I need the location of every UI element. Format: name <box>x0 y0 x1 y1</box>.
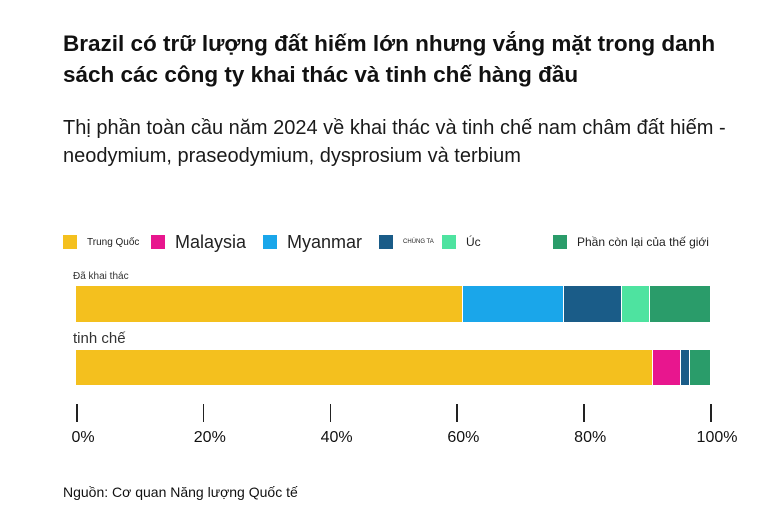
legend-item: Trung Quốc <box>63 233 139 251</box>
x-tick-mark <box>583 404 585 422</box>
legend-swatch <box>151 235 165 249</box>
row-label: tinh chế <box>73 330 126 347</box>
x-tick-mark <box>202 404 205 422</box>
chart-title: Brazil có trữ lượng đất hiếm lớn nhưng v… <box>63 31 716 87</box>
legend-item: Phần còn lại của thế giới <box>553 233 709 251</box>
x-tick-label: 60% <box>447 429 480 446</box>
bar-segment <box>564 286 623 322</box>
bar-segment <box>76 286 463 322</box>
legend-swatch <box>63 235 77 249</box>
bar-segment <box>649 286 710 322</box>
legend-label: Trung Quốc <box>87 236 140 248</box>
legend-item: Úc <box>442 233 481 251</box>
legend-label: CHÚNG TA <box>403 239 434 245</box>
x-tick-label: 80% <box>574 429 607 446</box>
bar-segment <box>462 286 565 322</box>
legend-label: Malaysia <box>175 231 247 252</box>
x-tick-mark <box>456 404 458 422</box>
legend-swatch <box>553 235 567 249</box>
legend-item: Malaysia <box>151 231 247 252</box>
x-tick-mark <box>76 404 78 422</box>
x-tick-label: 0% <box>71 429 95 446</box>
legend-swatch <box>263 235 277 249</box>
legend-item: CHÚNG TA <box>379 233 434 251</box>
bar-row <box>76 350 710 385</box>
row-label: Đã khai thác <box>73 271 129 282</box>
x-tick-mark <box>329 404 332 422</box>
source-note: Nguồn: Cơ quan Năng lượng Quốc tế <box>63 484 298 500</box>
legend-label: Myanmar <box>287 231 363 252</box>
bar-segment <box>622 286 650 322</box>
legend-label: Úc <box>466 235 481 249</box>
x-tick-label: 20% <box>193 429 226 446</box>
bar-segment <box>689 350 710 385</box>
bar-segment <box>652 350 682 385</box>
x-tick-label: 100% <box>696 429 738 446</box>
chart-subtitle: Thị phần toàn cầu năm 2024 về khai thác … <box>63 117 726 167</box>
bar-row <box>76 286 710 322</box>
bar-segment <box>76 350 653 385</box>
legend-swatch <box>442 235 456 249</box>
legend-item: Myanmar <box>263 231 363 252</box>
legend-swatch <box>379 235 393 249</box>
bar-segment <box>681 350 690 385</box>
legend-label: Phần còn lại của thế giới <box>577 235 709 249</box>
x-tick-mark <box>710 404 712 422</box>
x-tick-label: 40% <box>320 429 353 446</box>
